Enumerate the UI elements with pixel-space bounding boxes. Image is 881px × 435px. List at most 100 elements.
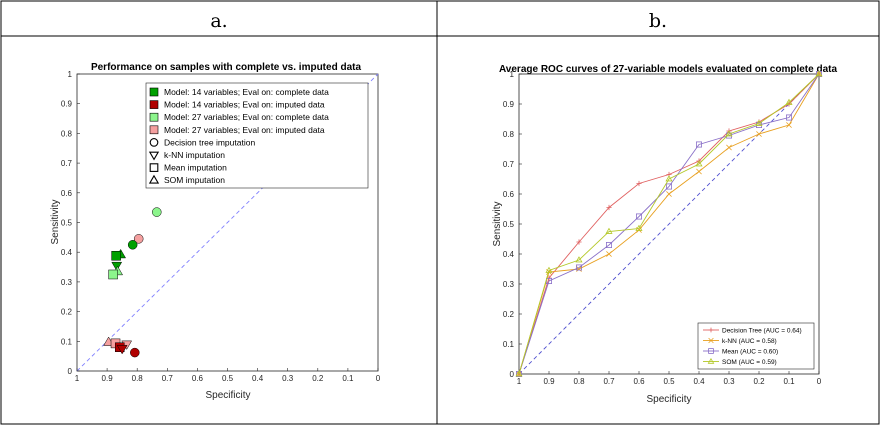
chart-b-legend-label: SOM (AUC = 0.59) — [722, 359, 777, 366]
chart-a-title: Performance on samples with complete vs.… — [91, 62, 362, 73]
chart-b-diagonal-group — [518, 73, 820, 375]
chart-b-legend-marker — [708, 337, 714, 344]
chart-a-xtick-label: 1 — [75, 374, 80, 383]
chart-a-xtick-label: 0.8 — [132, 374, 144, 383]
chart-a-legend-label: Model: 27 variables; Eval on: complete d… — [164, 112, 329, 122]
chart-b-ytick-label: 0.4 — [503, 250, 515, 259]
chart-b-point — [576, 239, 582, 245]
chart-b-ytick-label: 0 — [510, 370, 515, 379]
chart-a-legend-label: k-NN imputation — [164, 150, 225, 160]
chart-b-point — [815, 70, 823, 77]
chart-b-ytick-label: 0.9 — [503, 100, 515, 109]
chart-a-legend-label: SOM imputation — [164, 175, 225, 185]
chart-a-xlabel: Specificity — [205, 390, 250, 401]
chart-b-ytick-label: 0.3 — [503, 280, 515, 289]
chart-a-ytick-label: 0.7 — [61, 159, 73, 168]
chart-b-series-line — [518, 73, 820, 375]
chart-a-ytick-label: 0.1 — [61, 337, 73, 346]
chart-b-series — [515, 70, 823, 377]
chart-b-point — [666, 191, 672, 197]
chart-a-ticks: 0 0 0.1 0.1 0.2 0.2 0.3 0.3 0.4 0.4 0.5 0.5 0.6 0.6 0.… — [61, 70, 381, 383]
chart-a-point — [130, 347, 140, 358]
chart-b-legend-marker — [708, 327, 714, 333]
chart-a-legend-label: Mean imputation — [164, 163, 227, 173]
chart-b-point — [665, 175, 673, 182]
chart-a-xtick-label: 0.5 — [222, 374, 234, 383]
chart-a-xtick-label: 0 — [376, 374, 381, 383]
chart-b-point — [606, 241, 613, 248]
chart-a-legend-marker — [148, 151, 160, 161]
chart-a-legend-box — [145, 82, 369, 189]
chart-b-point — [696, 168, 702, 175]
chart-b-point — [605, 227, 613, 234]
chart-a-ytick-label: 0.6 — [61, 189, 73, 198]
chart-b-legend-box — [697, 322, 815, 370]
chart-b-point — [726, 144, 732, 151]
chart-a-xtick-label: 0.4 — [252, 374, 264, 383]
panel-b-letter: b. — [649, 10, 667, 32]
chart-b-xtick-label: 0.2 — [753, 377, 765, 386]
chart-b-point — [545, 266, 553, 273]
chart-b-point — [696, 141, 703, 148]
chart-b-point — [695, 160, 703, 167]
chart-b-ytick-label: 0.8 — [503, 130, 515, 139]
chart-a-xtick-label: 0.9 — [102, 374, 114, 383]
chart-b-xtick-label: 0.4 — [693, 377, 705, 386]
chart-b-ytick-label: 0.7 — [503, 160, 515, 169]
chart-a-legend-marker — [148, 174, 160, 184]
chart-b-point — [636, 213, 643, 220]
chart-a-legend-marker — [149, 112, 159, 122]
chart-a-legend-label: Model: 14 variables; Eval on: imputed da… — [164, 100, 325, 110]
chart-a-legend-marker — [149, 100, 159, 109]
chart-a-legend-label: Decision tree imputation — [164, 137, 255, 147]
chart-b-point — [756, 131, 762, 137]
chart-a-ytick-label: 0.4 — [61, 248, 73, 257]
chart-a: Performance on samples with complete vs.… — [50, 62, 381, 401]
chart-b-point — [786, 114, 793, 121]
chart-a-point — [152, 207, 162, 217]
chart-b-ytick-label: 0.6 — [503, 190, 515, 199]
chart-a-point — [111, 261, 123, 272]
chart-a-legend-marker — [149, 138, 159, 147]
chart-a-ytick-label: 0.3 — [61, 278, 73, 287]
chart-b-point — [785, 98, 793, 105]
chart-a-xtick-label: 0.2 — [312, 374, 324, 383]
chart-b-point — [666, 183, 673, 190]
chart-a-legend-marker — [149, 125, 159, 135]
panel-a-letter: a. — [210, 10, 227, 32]
chart-b-point — [576, 264, 583, 271]
chart-a-legend-label: Model: 27 variables; Eval on: imputed da… — [164, 125, 325, 135]
chart-a-legend-marker — [149, 87, 159, 97]
chart-b-point — [786, 122, 792, 128]
chart-a-point — [111, 251, 121, 261]
chart-b-xlabel: Specificity — [646, 394, 691, 405]
chart-a-point — [127, 240, 138, 250]
chart-b-point — [725, 130, 733, 137]
chart-a-ytick-label: 0.8 — [61, 129, 73, 138]
chart-a-ytick-label: 0.9 — [61, 100, 73, 109]
chart-b-series-line — [518, 73, 820, 375]
chart-a-xtick-label: 0.3 — [282, 374, 294, 383]
chart-a-point — [133, 234, 144, 244]
chart-b-xtick-label: 0.6 — [633, 377, 645, 386]
chart-b-ylabel: Sensitivity — [492, 201, 503, 246]
chart-b-diagonal-line — [518, 73, 820, 375]
chart-b-point — [635, 224, 643, 231]
chart-a-ytick-label: 0.5 — [61, 219, 73, 228]
chart-b-ytick-label: 1 — [510, 70, 515, 79]
chart-b-legend-label: Mean (AUC = 0.60) — [722, 349, 778, 356]
chart-b-point — [515, 370, 523, 377]
chart-a-points — [103, 207, 162, 358]
chart-b: Average ROC curves of 27-variable models… — [492, 64, 837, 405]
chart-b-legend: Decision Tree (AUC = 0.64) k-NN (AUC = 0.… — [697, 322, 815, 370]
chart-b-point — [755, 119, 763, 126]
chart-b-legend-marker — [707, 357, 715, 364]
chart-b-ytick-label: 0.1 — [503, 340, 515, 349]
chart-a-ytick-label: 0 — [68, 367, 73, 376]
chart-a-point — [116, 345, 128, 355]
chart-b-xtick-label: 1 — [517, 377, 522, 386]
chart-b-ytick-label: 0.5 — [503, 220, 515, 229]
chart-b-ytick-label: 0.2 — [503, 310, 515, 319]
chart-b-point — [606, 251, 612, 257]
